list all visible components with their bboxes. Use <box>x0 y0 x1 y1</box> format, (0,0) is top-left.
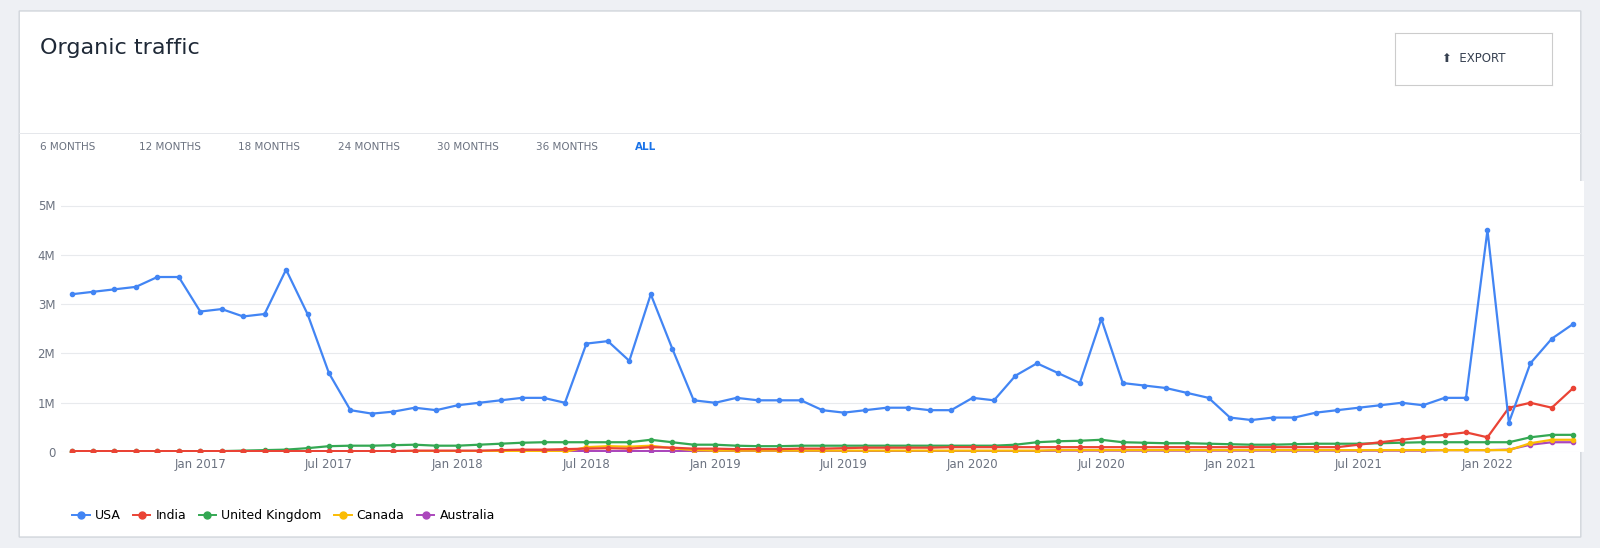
Text: 24 MONTHS: 24 MONTHS <box>338 142 400 152</box>
Text: 18 MONTHS: 18 MONTHS <box>238 142 301 152</box>
Text: ALL: ALL <box>635 142 656 152</box>
Legend: USA, India, United Kingdom, Canada, Australia: USA, India, United Kingdom, Canada, Aust… <box>67 504 499 527</box>
Text: 6 MONTHS: 6 MONTHS <box>40 142 96 152</box>
Text: 36 MONTHS: 36 MONTHS <box>536 142 598 152</box>
Text: Organic traffic: Organic traffic <box>40 38 200 58</box>
Text: ⬆  EXPORT: ⬆ EXPORT <box>1442 53 1506 65</box>
Text: 30 MONTHS: 30 MONTHS <box>437 142 499 152</box>
Text: 12 MONTHS: 12 MONTHS <box>139 142 202 152</box>
